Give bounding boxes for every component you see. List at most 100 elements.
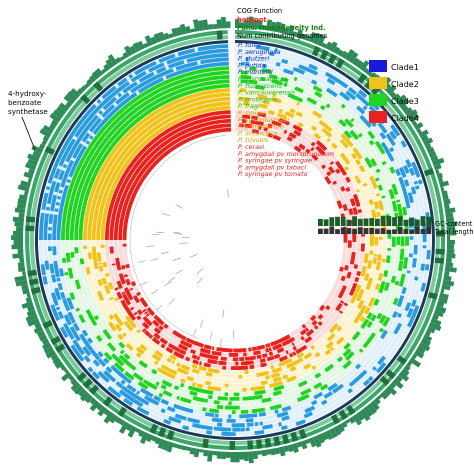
- gene-presence-block: [173, 351, 182, 358]
- gene-presence-block: [374, 237, 379, 246]
- gene-presence-block: [122, 293, 129, 301]
- gene-presence-block: [348, 86, 357, 96]
- gene-presence-block: [214, 413, 219, 418]
- gene-presence-block: [135, 346, 145, 355]
- tree-arc: [129, 135, 226, 339]
- cog-bar: [230, 451, 235, 463]
- gene-presence-block: [245, 61, 250, 66]
- core-gap: [196, 60, 201, 65]
- gene-presence-block: [339, 266, 344, 272]
- core-gap: [56, 179, 62, 184]
- total-length-bar: [420, 229, 426, 234]
- cog-bar: [42, 124, 54, 134]
- gene-presence-block: [339, 300, 345, 304]
- gc-content-label: GC-content: [435, 220, 473, 228]
- gene-presence-block: [221, 431, 231, 436]
- gene-presence-block: [135, 298, 141, 304]
- gene-presence-block: [136, 291, 141, 297]
- cog-bar: [26, 292, 31, 298]
- gene-presence-block: [242, 114, 251, 120]
- core-gap: [114, 94, 120, 100]
- gene-presence-block: [180, 378, 186, 384]
- tree-branch: [196, 268, 204, 275]
- gc-content-bar: [346, 219, 352, 226]
- core-gap: [53, 191, 58, 196]
- gene-presence-block: [410, 309, 418, 320]
- gene-presence-block: [66, 297, 72, 302]
- cog-bar: [171, 27, 178, 38]
- gene-presence-block: [271, 110, 275, 116]
- gene-presence-block: [230, 366, 236, 371]
- gene-presence-block: [360, 318, 370, 330]
- total-length-bar: [375, 228, 380, 234]
- gene-presence-block: [390, 275, 397, 284]
- gene-presence-block: [180, 364, 188, 370]
- gene-presence-block: [274, 121, 282, 127]
- gene-presence-block: [355, 178, 362, 184]
- cog-bar: [176, 444, 183, 450]
- gene-presence-block: [143, 395, 156, 404]
- homogeneity-mark: [76, 371, 87, 382]
- tree-branch: [162, 212, 171, 217]
- cog-bar: [359, 408, 371, 422]
- cog-bar: [132, 42, 141, 53]
- gene-presence-block: [355, 92, 365, 102]
- gene-presence-block: [79, 258, 85, 265]
- gene-presence-block: [231, 423, 241, 428]
- core-gap: [145, 69, 150, 75]
- gene-presence-block: [107, 282, 114, 290]
- cog-bar: [304, 438, 311, 445]
- gene-presence-block: [141, 321, 150, 330]
- gene-presence-block: [320, 104, 326, 111]
- gene-presence-block: [142, 379, 155, 389]
- tree-branch: [155, 231, 164, 234]
- gene-presence-block: [426, 250, 431, 260]
- cog-bar: [25, 297, 33, 303]
- gene-presence-block: [137, 309, 143, 316]
- core-gap: [172, 67, 177, 72]
- tree-branch: [175, 269, 183, 275]
- cog-bar: [23, 171, 34, 179]
- gene-presence-block: [347, 387, 353, 394]
- gene-presence-block: [246, 422, 254, 427]
- gene-presence-block: [417, 179, 423, 185]
- cog-bar: [279, 446, 286, 457]
- gene-presence-block: [375, 362, 387, 374]
- gene-presence-block: [166, 406, 176, 413]
- cog-bar: [143, 42, 149, 49]
- cog-bar: [12, 230, 24, 236]
- gene-presence-block: [365, 280, 372, 291]
- cog-bar: [38, 334, 48, 342]
- gene-presence-block: [52, 246, 57, 256]
- gene-presence-block: [228, 401, 232, 406]
- cog-bar: [189, 447, 196, 455]
- gene-presence-block: [372, 257, 378, 264]
- gene-presence-block: [203, 344, 207, 349]
- genome-label: P. simiae: [238, 109, 266, 117]
- clade-legend: Clade1 Clade2 Clade3 Clade4: [369, 60, 419, 123]
- cog-bar: [17, 248, 24, 254]
- gene-presence-block: [136, 406, 150, 416]
- core-gap: [112, 102, 118, 107]
- gene-presence-block: [387, 152, 395, 162]
- gene-presence-block: [317, 313, 324, 320]
- gene-presence-block: [207, 394, 213, 400]
- cog-bar: [435, 305, 447, 314]
- cog-bar: [17, 262, 25, 268]
- gene-presence-block: [124, 371, 135, 381]
- gene-presence-block: [343, 302, 349, 307]
- gene-presence-block: [105, 366, 113, 374]
- gene-presence-block: [254, 115, 258, 121]
- gene-presence-block: [281, 415, 290, 422]
- homogeneity-mark: [396, 355, 408, 365]
- gene-presence-block: [257, 94, 268, 100]
- gene-presence-block: [274, 409, 279, 414]
- gene-presence-block: [126, 323, 134, 332]
- core-gap: [52, 177, 58, 182]
- gene-presence-block: [313, 325, 319, 330]
- gene-presence-block: [125, 278, 131, 286]
- gene-presence-block: [317, 147, 326, 156]
- gene-presence-block: [249, 66, 257, 72]
- gene-presence-block: [328, 325, 337, 334]
